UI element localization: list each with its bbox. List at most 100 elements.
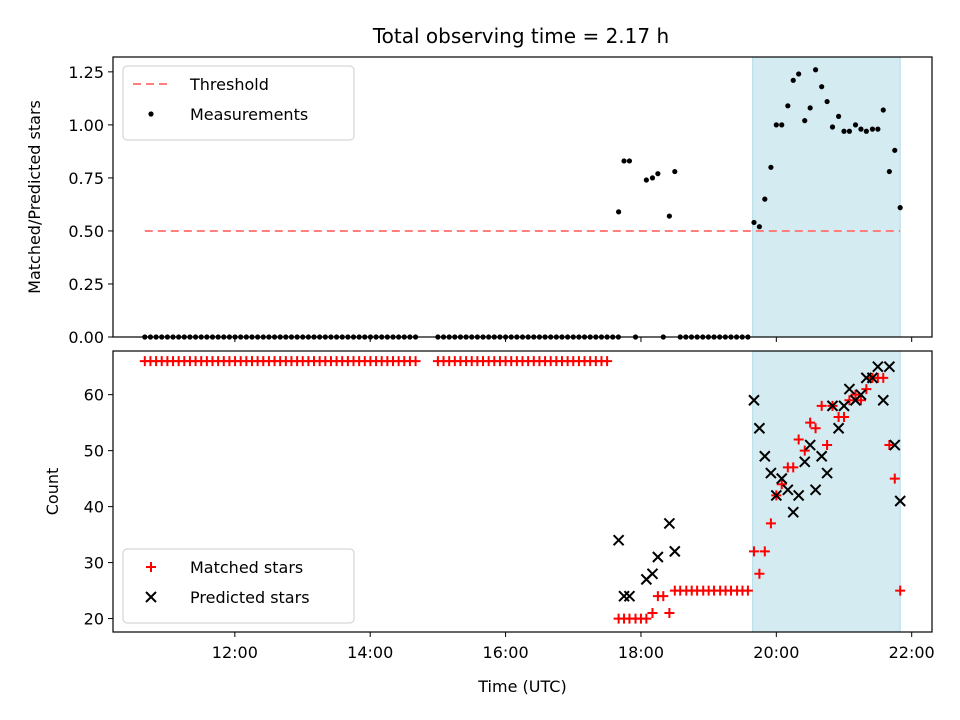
predicted-star-point <box>792 489 805 502</box>
measurement-point <box>846 128 853 134</box>
predicted-star-point <box>866 372 879 384</box>
predicted-star-point <box>663 517 676 530</box>
legend-predicted-symbol <box>145 591 157 603</box>
measurement-point <box>875 126 881 132</box>
measurement-point <box>779 122 785 128</box>
y-axis-label: Count <box>43 468 62 516</box>
matched-star-point <box>822 440 833 451</box>
y-tick-label: 1.25 <box>68 63 104 82</box>
measurement-point <box>829 124 836 130</box>
measurement-point <box>762 196 768 202</box>
measurement-point <box>841 128 847 134</box>
matched-star-point <box>759 546 770 557</box>
y-tick-label: 1.00 <box>68 116 104 135</box>
matched-star-point <box>884 440 895 451</box>
matched-star-point <box>850 389 861 400</box>
matched-star-point <box>878 372 889 383</box>
predicted-star-point <box>612 534 625 546</box>
y-tick-label: 0.75 <box>68 169 104 188</box>
measurement-point <box>852 122 859 128</box>
legend-entry-label: Measurements <box>190 105 308 124</box>
measurement-point <box>863 128 869 134</box>
legend-matched-symbol <box>146 562 156 572</box>
measurement-point <box>897 205 903 211</box>
predicted-star-point <box>872 360 884 373</box>
measurement-point <box>785 103 791 109</box>
x-axis-label: Time (UTC) <box>477 677 566 696</box>
legend-entry-label: Predicted stars <box>190 588 310 607</box>
legend: Matched stars Predicted stars <box>122 548 355 624</box>
predicted-star-point <box>669 545 681 558</box>
matched-star-point <box>641 613 652 624</box>
legend-box <box>122 65 355 141</box>
measurement-point <box>802 118 808 124</box>
predicted-star-point <box>889 439 901 451</box>
measurement-point <box>796 71 802 77</box>
matched-star-point <box>810 423 821 434</box>
x-tick-label: 16:00 <box>483 643 529 662</box>
predicted-star-point <box>753 422 766 434</box>
matched-star-point <box>748 546 759 557</box>
x-tick-label: 14:00 <box>347 643 393 662</box>
predicted-star-point <box>826 400 839 412</box>
x-tick-label: 18:00 <box>618 643 664 662</box>
matched-star-point <box>658 591 669 602</box>
predicted-star-point <box>787 506 799 518</box>
measurement-point <box>807 105 813 111</box>
predicted-star-point <box>765 467 777 479</box>
x-tick-label: 12:00 <box>212 643 258 662</box>
measurement-point <box>768 164 774 170</box>
matched-star-point <box>861 384 872 395</box>
matched-star-point <box>889 473 900 484</box>
legend-entry-label: Threshold <box>189 75 269 94</box>
predicted-star-point <box>883 360 896 373</box>
measurement-point <box>819 84 825 90</box>
predicted-star-point <box>894 495 906 507</box>
shaded-region <box>752 350 901 633</box>
matched-star-point <box>805 417 816 428</box>
matched-star-point <box>793 434 804 445</box>
measurement-point <box>751 219 757 226</box>
matched-star-point <box>895 585 906 596</box>
predicted-star-point <box>815 450 828 462</box>
predicted-star-point <box>623 590 636 602</box>
predicted-star-point <box>832 422 845 434</box>
measurement-point <box>892 147 898 153</box>
axes-frame <box>112 56 933 338</box>
matched-star-point <box>742 585 753 596</box>
bottom-panel: 20 30 40 50 60 12:00 14:00 16:00 18:00 20:00 22:00… <box>43 350 935 696</box>
y-tick-label: 0.50 <box>68 222 104 241</box>
measurement-point <box>672 168 678 175</box>
predicted-star-point <box>759 450 771 462</box>
predicted-star-point <box>877 394 889 406</box>
matched-star-point <box>410 356 421 367</box>
y-tick-label: 0.25 <box>68 275 104 294</box>
predicted-star-point <box>776 472 788 485</box>
predicted-star-point <box>809 484 822 496</box>
predicted-star-point <box>646 568 659 580</box>
measurement-point <box>666 213 672 219</box>
matched-star-point <box>855 395 866 406</box>
measurement-point <box>812 67 819 73</box>
y-tick-label: 60 <box>84 386 104 405</box>
measurement-point <box>869 126 876 132</box>
top-panel: 0.00 0.25 0.50 0.75 1.00 1.25 Matched/Predicte… <box>25 56 933 347</box>
y-tick-label: 40 <box>84 498 104 517</box>
axes-frame <box>112 350 933 633</box>
matched-star-point <box>647 607 658 618</box>
shaded-region <box>752 56 901 338</box>
y-tick-label: 30 <box>84 554 104 573</box>
predicted-star-point <box>804 439 816 451</box>
legend-entry-label: Matched stars <box>190 558 303 577</box>
matched-star-point <box>754 568 765 579</box>
predicted-star-point <box>748 394 760 406</box>
measurement-point <box>824 98 830 105</box>
measurement-point <box>655 171 661 177</box>
predicted-star-point <box>843 383 856 395</box>
measurement-point <box>616 209 622 215</box>
matched-star-point <box>839 412 850 423</box>
matched-star-point <box>816 400 827 411</box>
y-tick-label: 20 <box>84 610 104 629</box>
measurement-point <box>773 122 779 128</box>
